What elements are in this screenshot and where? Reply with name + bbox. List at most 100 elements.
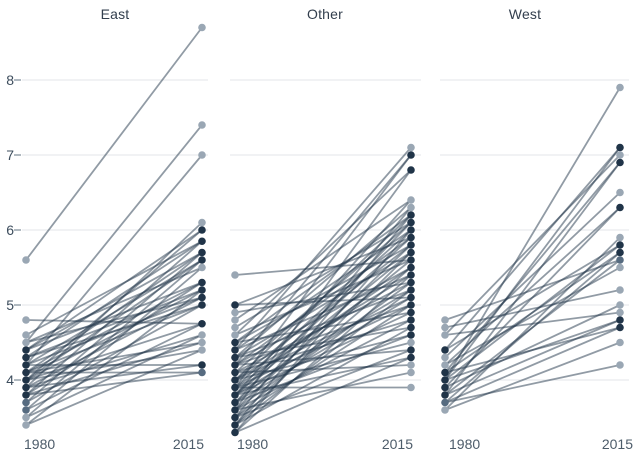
data-point-1980: [441, 391, 449, 399]
slope-line: [234, 326, 412, 359]
data-point-2015: [198, 338, 206, 347]
data-point-2015: [198, 319, 206, 328]
data-point-1980: [22, 398, 30, 407]
data-point-2015: [616, 241, 624, 249]
slope-line: [234, 311, 412, 344]
data-point-2015: [407, 166, 415, 174]
data-point-2015: [198, 121, 206, 129]
slope-line: [25, 371, 203, 396]
data-point-1980: [22, 316, 30, 324]
slope-line: [444, 304, 621, 389]
slope-line: [444, 319, 621, 396]
data-point-2015: [198, 278, 206, 287]
data-point-1980: [22, 338, 30, 347]
data-point-1980: [22, 383, 30, 392]
slope-line: [234, 259, 412, 276]
x-axis-label-west-1980: 1980: [449, 436, 481, 452]
data-point-2015: [407, 308, 415, 317]
data-point-2015: [616, 301, 624, 309]
slope-line: [234, 341, 412, 389]
data-point-2015: [407, 323, 415, 332]
data-point-1980: [231, 413, 239, 422]
x-axis-label-west-2015: 2015: [601, 436, 633, 452]
data-point-2015: [616, 361, 624, 369]
data-point-1980: [22, 353, 30, 362]
data-point-2015: [198, 237, 206, 246]
data-point-1980: [22, 391, 30, 399]
data-point-2015: [616, 151, 624, 159]
slope-line: [234, 266, 412, 366]
data-point-1980: [231, 323, 239, 332]
slope-line: [234, 356, 412, 434]
data-point-2015: [616, 316, 624, 324]
slope-line: [234, 304, 412, 366]
slope-line: [25, 334, 203, 389]
data-point-2015: [616, 248, 624, 257]
data-point-2015: [407, 293, 415, 302]
data-point-1980: [231, 301, 239, 309]
data-point-2015: [616, 308, 624, 317]
panel-title-west: West: [508, 6, 542, 22]
data-point-1980: [441, 316, 449, 324]
slope-line: [25, 322, 203, 381]
slope-line: [234, 296, 412, 306]
data-point-1980: [231, 391, 239, 399]
slope-line: [234, 289, 412, 359]
panel-title-other: Other: [306, 6, 343, 22]
data-point-2015: [198, 301, 206, 309]
data-point-2015: [407, 361, 415, 369]
data-point-2015: [616, 323, 624, 332]
data-point-1980: [231, 338, 239, 347]
data-point-1980: [231, 308, 239, 317]
slope-line: [234, 319, 412, 374]
data-point-2015: [198, 226, 206, 234]
data-point-2015: [198, 248, 206, 257]
data-point-2015: [616, 263, 624, 272]
data-point-2015: [407, 331, 415, 339]
data-point-2015: [198, 256, 206, 264]
slope-line: [234, 229, 412, 389]
slope-line: [444, 326, 621, 374]
slope-line: [234, 244, 412, 344]
slope-line: [444, 311, 621, 336]
data-point-2015: [198, 346, 206, 354]
slope-line: [25, 154, 203, 366]
slope-line: [444, 146, 621, 351]
data-point-2015: [407, 353, 415, 362]
data-point-1980: [231, 383, 239, 392]
data-point-2015: [407, 301, 415, 309]
slope-line: [234, 304, 412, 419]
slope-line: [234, 311, 412, 396]
data-point-1980: [231, 376, 239, 384]
data-point-2015: [198, 331, 206, 339]
data-point-1980: [441, 368, 449, 377]
slope-line: [234, 236, 412, 306]
data-point-2015: [407, 263, 415, 272]
slope-line: [234, 349, 412, 366]
slope-line: [234, 221, 412, 329]
slope-line: [444, 244, 621, 351]
data-point-2015: [616, 286, 624, 294]
slope-line: [25, 341, 203, 374]
data-point-2015: [198, 263, 206, 272]
data-point-2015: [198, 151, 206, 159]
data-point-2015: [198, 361, 206, 369]
data-point-1980: [231, 346, 239, 354]
slope-line: [25, 319, 203, 325]
slope-line: [444, 251, 621, 374]
data-point-2015: [198, 368, 206, 377]
slope-line: [25, 341, 203, 396]
slope-line: [444, 364, 621, 404]
data-point-1980: [441, 406, 449, 414]
data-point-1980: [231, 331, 239, 339]
data-point-2015: [407, 338, 415, 347]
data-point-2015: [198, 23, 206, 32]
data-point-1980: [231, 421, 239, 429]
data-point-1980: [441, 323, 449, 332]
data-point-2015: [616, 158, 624, 167]
slope-line: [234, 296, 412, 381]
data-point-1980: [231, 353, 239, 362]
data-point-2015: [407, 278, 415, 287]
data-point-2015: [407, 256, 415, 264]
data-point-2015: [407, 218, 415, 227]
